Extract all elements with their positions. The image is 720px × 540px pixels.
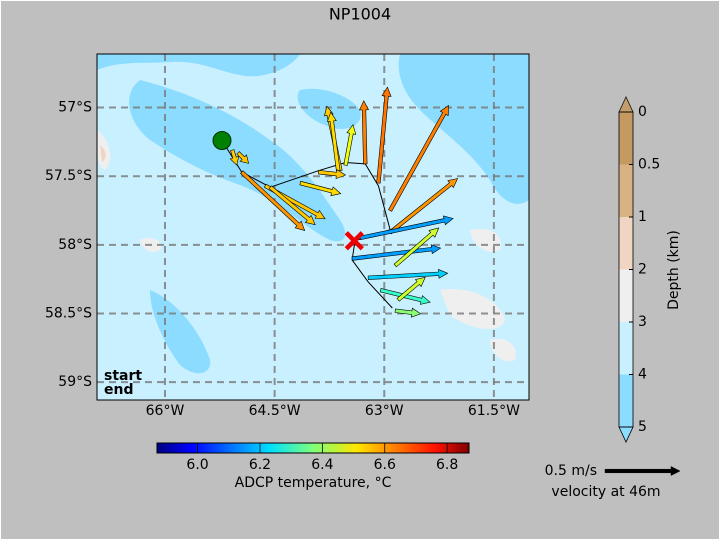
depth-band <box>619 322 633 375</box>
y-tick-label: 57.5°S <box>45 168 92 184</box>
x-tick-label: 61.5°W <box>468 403 520 419</box>
velocity-arrow <box>351 244 442 261</box>
depth-tick-label: 0 <box>638 104 647 120</box>
velocity-arrow <box>367 268 449 280</box>
velocity-arrow <box>326 111 341 172</box>
chart-title: NP1004 <box>329 5 391 24</box>
depth-tick-label: 4 <box>638 367 647 383</box>
velocity-arrow <box>343 124 357 166</box>
velocity-arrow <box>388 178 459 235</box>
velocity-arrow <box>393 227 440 268</box>
y-tick-label: 58°S <box>58 237 92 253</box>
depth-tick-label: 2 <box>638 262 647 278</box>
depth-band <box>619 217 633 270</box>
temperature-colorbar <box>156 442 470 454</box>
velocity-arrow <box>240 170 306 232</box>
x-tick-label: 64.5°W <box>249 403 301 419</box>
bathymetry <box>97 54 529 400</box>
velocity-arrow <box>236 151 250 164</box>
colorbar-tick-label: 6.4 <box>311 457 333 473</box>
y-tick-label: 57°S <box>58 100 92 116</box>
y-tick-label: 58.5°S <box>45 306 92 322</box>
scale-caption: velocity at 46m <box>551 484 660 500</box>
velocity-arrow <box>394 307 422 318</box>
velocity-arrow <box>359 100 369 165</box>
axis-layer: 66°W 64.5°W 63°W 61.5°W 57°S 57.5°S 58°S 58.5°S… <box>45 96 682 500</box>
depth-band <box>619 269 633 323</box>
velocity-arrow <box>229 149 240 166</box>
end-cross <box>344 231 364 251</box>
colorbar-tick-label: 6.8 <box>436 457 458 473</box>
colorbar-tick-label: 6.2 <box>249 457 271 473</box>
colorbar-tick-label: 6.6 <box>374 457 396 473</box>
plot-layer <box>97 54 529 400</box>
scale-arrow <box>604 466 681 476</box>
depth-tick-label: 0.5 <box>638 157 660 173</box>
depth-band <box>619 112 633 165</box>
legend-end: end <box>104 382 133 398</box>
velocity-arrow <box>388 104 449 212</box>
velocity-arrow <box>268 185 316 226</box>
velocity-arrow <box>317 169 347 180</box>
velocity-arrow <box>376 86 392 184</box>
start-marker <box>212 131 232 150</box>
legend-start: start <box>104 368 142 384</box>
colorbar-tick-label: 6.0 <box>186 457 208 473</box>
depth-band <box>619 164 633 218</box>
x-tick-label: 66°W <box>146 403 185 419</box>
scale-label: 0.5 m/s <box>545 463 597 479</box>
colorbar-label: ADCP temperature, °C <box>235 475 392 491</box>
depth-tick-label: 1 <box>638 209 647 225</box>
depth-label: Depth (km) <box>666 230 682 310</box>
depth-tick-label: 3 <box>638 314 647 330</box>
depth-tick-label: 5 <box>638 419 647 435</box>
end-marker <box>344 231 364 251</box>
velocity-arrow <box>396 276 426 302</box>
depth-band <box>619 374 633 428</box>
velocity-arrow <box>359 215 454 241</box>
velocity-arrow <box>299 180 342 197</box>
y-tick-label: 59°S <box>58 374 92 390</box>
x-tick-label: 63°W <box>365 403 404 419</box>
plot-frame <box>96 53 530 401</box>
